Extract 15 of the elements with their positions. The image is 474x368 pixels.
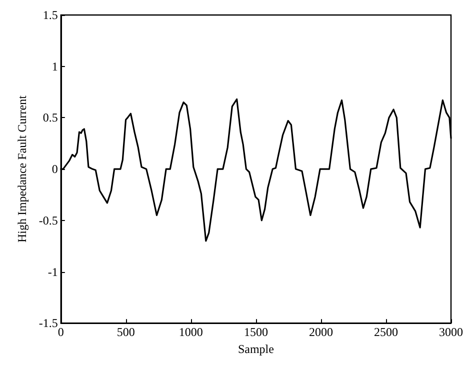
x-tick-label: 500 [116,325,135,340]
y-tick-label: 1 [52,59,58,74]
y-tick-label: -1 [48,264,58,279]
x-axis-title: Sample [238,342,274,356]
x-tick-label: 1500 [244,325,268,340]
y-tick-label: 1.5 [42,8,58,22]
y-tick-label: -0.5 [38,213,58,228]
y-tick-label: 0 [52,162,58,176]
y-tick-label: -1.5 [38,316,58,330]
x-tick-label: 1000 [178,325,203,340]
y-axis-title: High Impedance Fault Current [15,94,29,243]
x-tick-label: 2500 [374,325,398,340]
x-tick-label: 2000 [308,325,333,340]
x-tick-label: 3000 [439,325,463,340]
y-tick-label: 0.5 [42,110,58,125]
